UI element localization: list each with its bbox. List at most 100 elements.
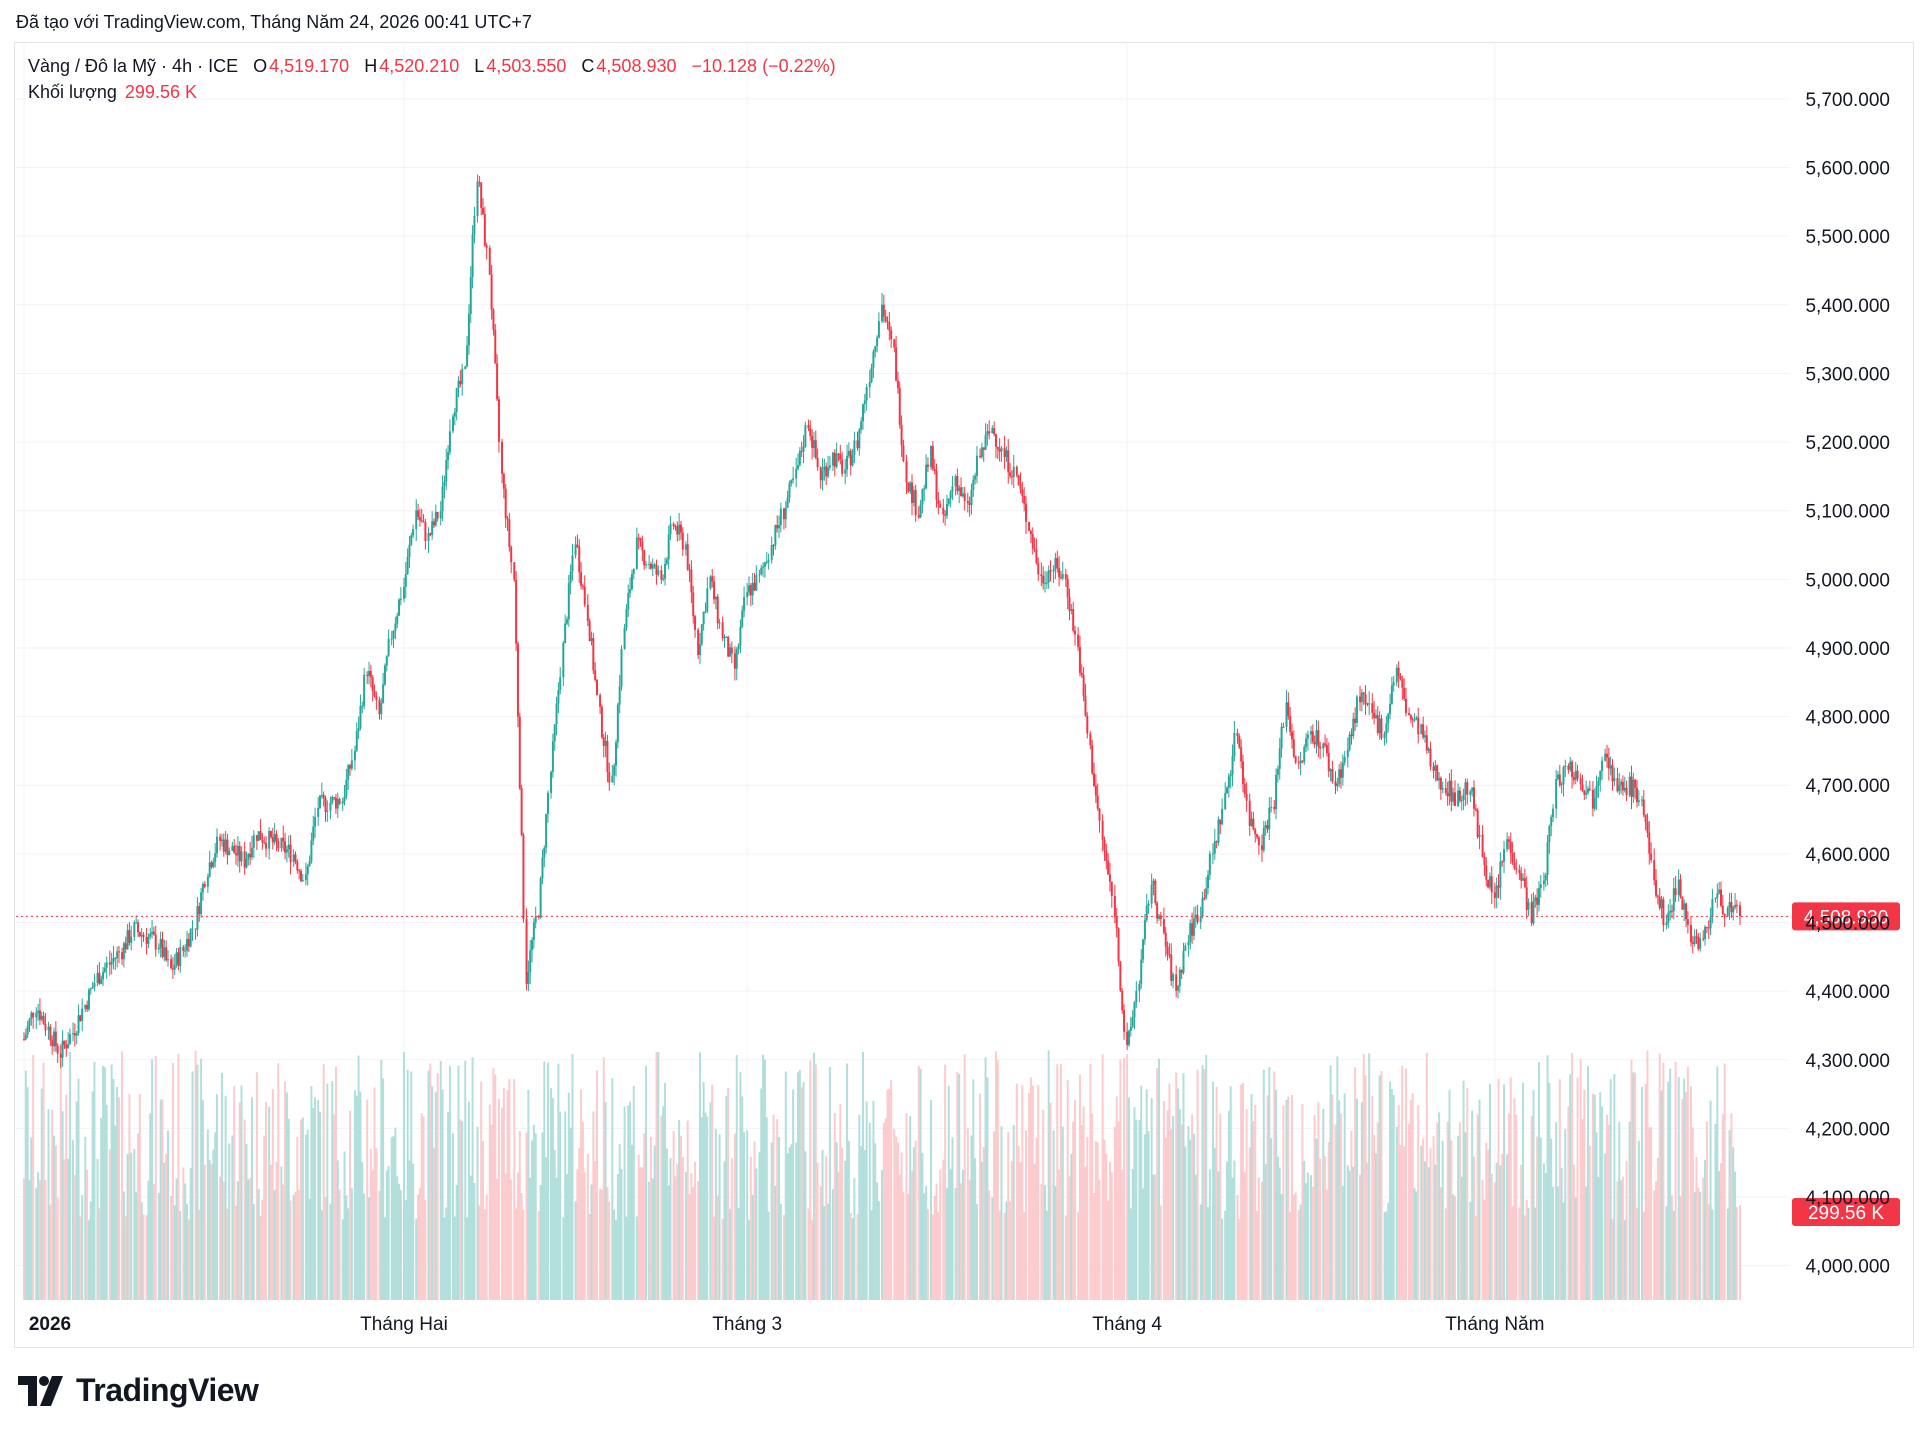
candle-body [1201, 897, 1204, 917]
candle-body [427, 533, 430, 542]
candle-body [1462, 793, 1465, 800]
candle-body [782, 508, 785, 520]
candle-body [485, 245, 488, 248]
volume-bar [1453, 1196, 1456, 1300]
price-axis[interactable]: 4,000.0004,100.0004,200.0004,300.0004,40… [1805, 90, 1890, 1278]
candle-body [268, 830, 271, 849]
candle-body [23, 1039, 25, 1041]
candle-body [539, 878, 542, 918]
candle-body [152, 931, 155, 935]
candle-body [231, 845, 234, 851]
candle-body [285, 849, 288, 853]
candle-body [1373, 712, 1376, 718]
candle-body [546, 792, 549, 814]
candle-body [497, 399, 500, 442]
volume-bar [944, 1064, 947, 1300]
volume-bar [1224, 1210, 1227, 1300]
volume-bar [1074, 1100, 1077, 1300]
candle-body [496, 363, 499, 400]
candle-body [341, 801, 344, 804]
candle-body [795, 468, 798, 479]
candle-body [282, 837, 285, 842]
volume-label[interactable]: Khối lượng [28, 82, 117, 102]
candle-body [59, 1053, 62, 1058]
volume-bar [331, 1081, 334, 1300]
last-volume-label: 299.56 K [1808, 1203, 1884, 1224]
candle-body [592, 638, 595, 671]
candle-body [1569, 761, 1572, 770]
volume-bar [102, 1065, 105, 1300]
candle-body [1238, 735, 1241, 748]
volume-bar [1585, 1186, 1588, 1300]
volume-bar [821, 1149, 824, 1300]
volume-bar [1341, 1185, 1344, 1300]
candle-body [888, 322, 891, 331]
tradingview-logo[interactable]: TradingView [18, 1372, 259, 1409]
volume-bar [849, 1212, 852, 1300]
volume-bar [898, 1174, 901, 1300]
volume-bar [602, 1057, 605, 1300]
volume-bar [464, 1060, 467, 1300]
candle-body [594, 670, 597, 681]
candle-body [1677, 879, 1680, 895]
candle-body [550, 771, 553, 793]
candle-body [902, 445, 905, 462]
volume-bar [383, 1217, 386, 1300]
candle-body [455, 388, 458, 413]
volume-bar [786, 1153, 789, 1300]
candle-body [319, 795, 322, 808]
candle-body [488, 247, 491, 275]
candle-body [1574, 770, 1577, 781]
candle-body [1072, 609, 1075, 631]
volume-bar [1507, 1113, 1510, 1300]
candle-body [424, 522, 427, 542]
candle-body [1511, 852, 1514, 863]
candle-body [847, 450, 850, 456]
candle-body [173, 964, 176, 970]
volume-bar [187, 1219, 190, 1300]
candle-body [502, 473, 505, 489]
candle-body [956, 476, 959, 492]
volume-bar [1546, 1055, 1549, 1300]
volume-bar [54, 1145, 57, 1300]
volume-bar [1213, 1147, 1216, 1300]
volume-bar [1045, 1210, 1048, 1300]
volume-bar [1201, 1065, 1204, 1300]
volume-bar [466, 1217, 469, 1300]
volume-bar [550, 1088, 553, 1300]
volume-bar [961, 1169, 964, 1300]
candle-body [1572, 776, 1575, 781]
candle-body [1294, 756, 1297, 763]
candle-body [65, 1044, 68, 1049]
symbol-label[interactable]: Vàng / Đô la Mỹ · 4h · ICE [28, 56, 239, 76]
time-axis[interactable]: 2026 Tháng Hai Tháng 3 Tháng 4 Tháng Năm [29, 1314, 1545, 1335]
volume-bar [208, 1160, 211, 1300]
volume-bar [674, 1176, 677, 1300]
candle-body [1231, 756, 1234, 775]
volume-bar [1723, 1063, 1726, 1300]
candle-body [345, 779, 348, 797]
candle-body [1662, 899, 1665, 926]
candle-body [314, 816, 317, 827]
volume-bar [173, 1205, 176, 1300]
volume-bar [177, 1053, 180, 1300]
candle-body [1397, 667, 1400, 676]
candle-body [886, 321, 889, 323]
volume-bar [1436, 1122, 1439, 1300]
volume-bar [341, 1219, 344, 1300]
candle-body [385, 655, 388, 666]
volume-bar [714, 1129, 717, 1300]
volume-bar [502, 1087, 505, 1300]
candle-body [1322, 743, 1325, 749]
candle-body [853, 440, 856, 455]
candle-body [1156, 903, 1159, 919]
candle-body [1660, 899, 1663, 909]
candle-body [1371, 703, 1374, 713]
candle-body [1086, 715, 1089, 734]
candle-body [1658, 896, 1661, 909]
volume-bar [639, 1167, 642, 1300]
candle-body [645, 564, 648, 566]
volume-bar [900, 1152, 903, 1300]
volume-bar [669, 1157, 672, 1300]
